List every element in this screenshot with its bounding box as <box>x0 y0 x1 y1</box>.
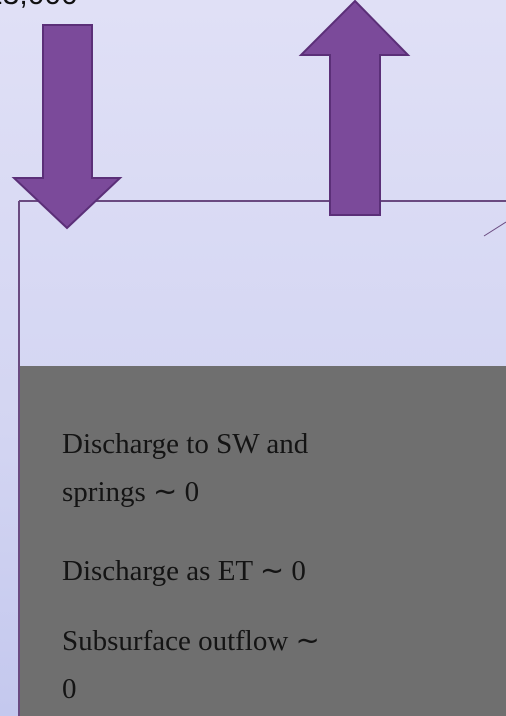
inflow-arrow <box>11 24 123 230</box>
outflow-arrow <box>298 0 411 216</box>
pointer-line <box>483 221 506 237</box>
outflow-text: springs ∼ 0 <box>62 476 200 508</box>
outflow-text: Discharge as ET ∼ 0 <box>62 555 306 587</box>
outflow-panel <box>20 366 506 716</box>
outflow-text: 0 <box>62 673 77 705</box>
outflow-text: Subsurface outflow ∼ <box>62 625 320 657</box>
corner-label: 13,000 <box>0 0 78 12</box>
outflow-text: Discharge to SW and <box>62 428 309 460</box>
